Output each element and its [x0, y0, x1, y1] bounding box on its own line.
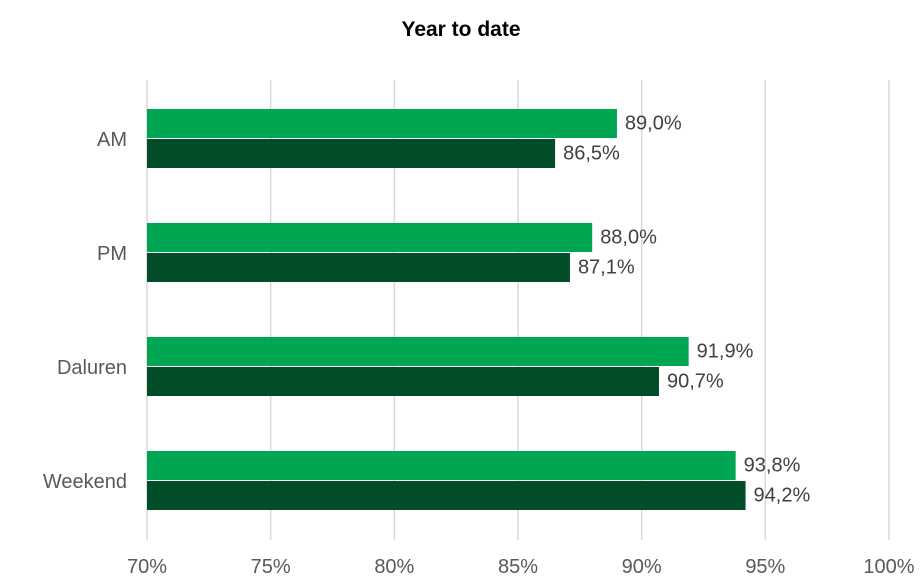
data-label: 86,5%: [563, 143, 620, 165]
x-axis-ticks: 70% 75% 80% 85% 90% 95% 100%: [127, 556, 915, 577]
bar: [147, 139, 556, 168]
data-label: 91,9%: [697, 341, 754, 363]
x-tick-label: 85%: [498, 556, 538, 577]
bar: [147, 367, 659, 396]
x-tick-label: 75%: [251, 556, 291, 577]
category-label: PM: [97, 243, 127, 265]
category-label: Daluren: [57, 357, 127, 379]
category-label: AM: [97, 129, 127, 151]
data-label: 94,2%: [754, 485, 811, 507]
bars: [147, 109, 746, 510]
bar: [147, 253, 570, 282]
bar: [147, 451, 736, 480]
x-tick-label: 90%: [622, 556, 662, 577]
data-label: 93,8%: [744, 455, 801, 477]
bar: [147, 337, 689, 366]
x-tick-label: 100%: [863, 556, 914, 577]
chart-title: Year to date: [401, 18, 520, 41]
data-label: 90,7%: [667, 371, 724, 393]
category-label: Weekend: [43, 471, 127, 493]
x-tick-label: 70%: [127, 556, 167, 577]
data-label: 87,1%: [578, 257, 635, 279]
category-labels: AM PM Daluren Weekend: [43, 129, 127, 493]
x-tick-label: 95%: [745, 556, 785, 577]
data-label: 89,0%: [625, 113, 682, 135]
data-labels: 89,0%86,5% 88,0% 87,1% 91,9% 90,7% 93,8% 94,2%: [563, 113, 810, 507]
bar: [147, 109, 617, 138]
data-label: 88,0%: [600, 227, 657, 249]
bar: [147, 223, 593, 252]
x-tick-label: 80%: [374, 556, 414, 577]
bar: [147, 481, 746, 510]
